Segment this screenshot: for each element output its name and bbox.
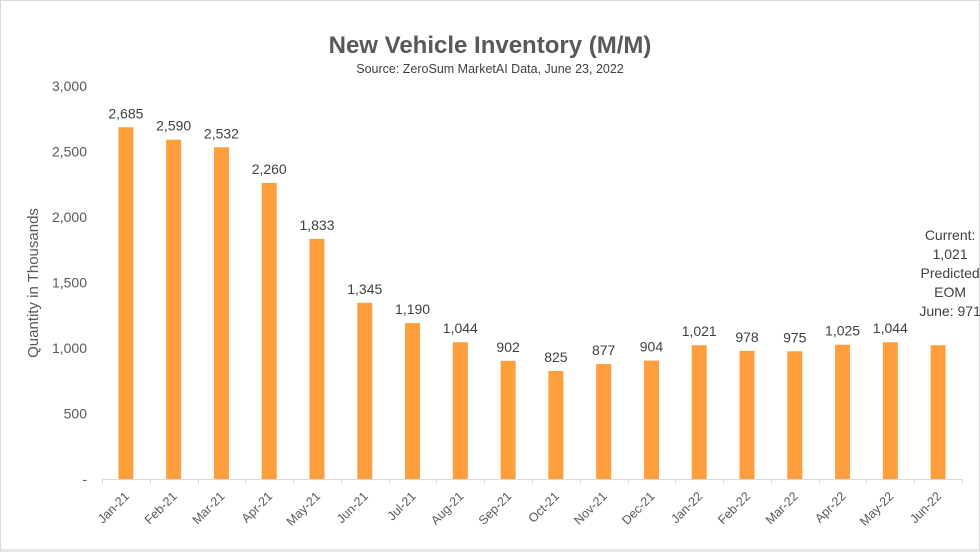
data-label: 1,345 <box>347 281 382 297</box>
data-label: 1,190 <box>395 301 430 317</box>
x-tick-label: May-22 <box>857 489 896 528</box>
chart-subtitle: Source: ZeroSum MarketAI Data, June 23, … <box>356 62 624 76</box>
data-label: 2,590 <box>156 118 191 134</box>
data-label: 975 <box>783 329 807 345</box>
bar-nov-21 <box>596 364 612 479</box>
x-tick-label: Jun-21 <box>334 489 371 526</box>
x-tick-label: Nov-21 <box>571 489 609 527</box>
y-axis-ticks: - 500 1,000 1,500 2,000 2,500 3,000 <box>52 78 87 487</box>
y-axis-label: Quantity in Thousands <box>25 208 42 358</box>
x-tick-label: Mar-21 <box>190 489 228 527</box>
bar-feb-21 <box>166 139 182 479</box>
x-tick-label: Jun-22 <box>907 489 944 526</box>
x-tick-label: Oct-21 <box>526 489 562 525</box>
bar-feb-22 <box>739 350 755 479</box>
y-tick-label: - <box>82 471 87 487</box>
bar-apr-22 <box>835 344 851 479</box>
y-tick-label: 3,000 <box>52 78 87 94</box>
bars <box>118 127 946 480</box>
x-axis <box>102 479 963 484</box>
x-tick-label: Sep-21 <box>476 489 514 527</box>
bar-jan-22 <box>691 345 707 479</box>
x-tick-label: Jan-21 <box>95 489 132 526</box>
data-label: 978 <box>735 329 759 345</box>
x-tick-label: Aug-21 <box>428 489 466 527</box>
data-label: 902 <box>496 339 520 355</box>
bar-mar-21 <box>213 147 229 480</box>
data-label: 825 <box>544 349 568 365</box>
data-label: 2,260 <box>252 161 287 177</box>
annotation-line: 1,021 <box>933 246 968 262</box>
x-tick-label: Jan-22 <box>668 489 705 526</box>
y-tick-label: 1,500 <box>52 275 87 291</box>
bar-jan-21 <box>118 127 134 479</box>
annotation-line: Current: <box>925 227 976 243</box>
chart-title: New Vehicle Inventory (M/M) <box>329 32 652 59</box>
bar-sep-21 <box>500 360 516 479</box>
y-tick-label: 2,000 <box>52 209 87 225</box>
x-tick-label: Mar-22 <box>763 489 801 527</box>
bar-mar-22 <box>787 351 803 479</box>
x-tick-label: Feb-21 <box>142 489 180 527</box>
data-label: 1,044 <box>873 320 908 336</box>
data-label: 1,044 <box>443 320 478 336</box>
data-label: 2,532 <box>204 125 239 141</box>
data-label: 904 <box>640 339 664 355</box>
annotation-line: EOM <box>934 284 966 300</box>
y-tick-label: 2,500 <box>52 144 87 160</box>
data-label: 877 <box>592 342 616 358</box>
bar-apr-21 <box>261 182 277 479</box>
bar-jun-22 <box>930 345 946 479</box>
x-tick-label: Apr-22 <box>812 489 848 525</box>
x-tick-label: May-21 <box>284 489 323 528</box>
data-labels: 2,685 2,590 2,532 2,260 1,833 1,345 1,190 1,044… <box>108 105 908 365</box>
data-label: 1,833 <box>299 217 334 233</box>
x-tick-label: Feb-22 <box>715 489 753 527</box>
x-axis-tick-labels: Jan-21 Feb-21 Mar-21 Apr-21 May-21 Jun-21 Jul-… <box>95 489 944 528</box>
bar-jun-21 <box>357 302 373 479</box>
bar-aug-21 <box>452 342 468 479</box>
bar-may-21 <box>309 238 325 479</box>
bar-jul-21 <box>405 323 421 479</box>
data-label: 1,021 <box>682 323 717 339</box>
annotation-current-predicted: Current: 1,021 Predicted EOM June: 971 <box>919 227 980 319</box>
y-tick-label: 1,000 <box>52 340 87 356</box>
y-tick-label: 500 <box>64 406 88 422</box>
annotation-line: Predicted <box>921 265 980 281</box>
bar-oct-21 <box>548 370 564 479</box>
x-tick-label: Jul-21 <box>385 489 419 523</box>
annotation-line: June: 971 <box>919 303 980 319</box>
x-tick-label: Dec-21 <box>619 489 657 527</box>
data-label: 1,025 <box>825 323 860 339</box>
data-label: 2,685 <box>108 105 143 121</box>
bar-dec-21 <box>643 360 659 479</box>
bar-may-22 <box>882 342 898 479</box>
x-tick-label: Apr-21 <box>239 489 275 525</box>
